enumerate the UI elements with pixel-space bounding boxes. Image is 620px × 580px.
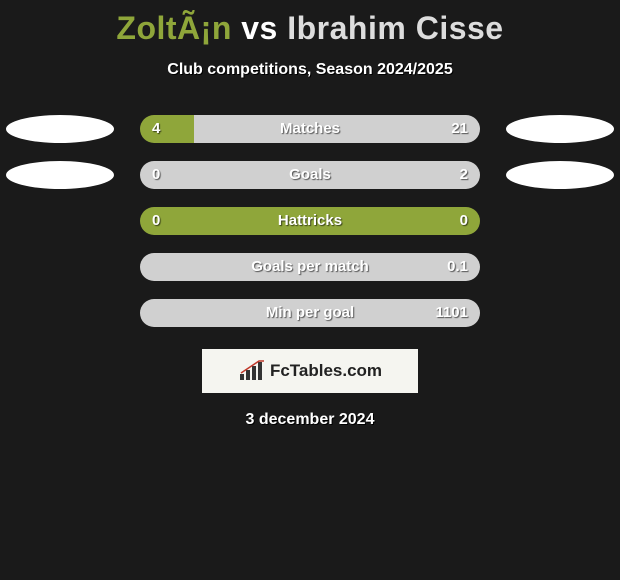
stat-bar: 0.1Goals per match [140,253,480,281]
comparison-card: ZoltÃ¡n vs Ibrahim Cisse Club competitio… [0,0,620,580]
stat-row: 02Goals [0,161,620,189]
player2-oval [506,115,614,143]
player1-oval [6,161,114,189]
stat-label: Goals [140,161,480,189]
stat-label: Goals per match [140,253,480,281]
stat-row: 1101Min per goal [0,299,620,327]
page-title: ZoltÃ¡n vs Ibrahim Cisse [0,0,620,47]
subtitle: Club competitions, Season 2024/2025 [0,61,620,79]
stat-bar: 421Matches [140,115,480,143]
player1-oval [6,115,114,143]
player1-name: ZoltÃ¡n [116,10,231,46]
stat-label: Hattricks [140,207,480,235]
vs-label: vs [241,10,278,46]
branding-badge: FcTables.com [202,349,418,393]
stat-label: Matches [140,115,480,143]
bars-icon [238,360,266,382]
stat-row: 421Matches [0,115,620,143]
stat-bar: 00Hattricks [140,207,480,235]
branding-text: FcTables.com [270,361,382,381]
stats-list: 421Matches 02Goals 00Hattricks 0.1Goals per… [0,115,620,327]
player2-oval [506,161,614,189]
stat-bar: 1101Min per goal [140,299,480,327]
stat-bar: 02Goals [140,161,480,189]
stat-row: 00Hattricks [0,207,620,235]
stat-row: 0.1Goals per match [0,253,620,281]
player2-name: Ibrahim Cisse [287,10,503,46]
stat-label: Min per goal [140,299,480,327]
date-label: 3 december 2024 [0,411,620,429]
